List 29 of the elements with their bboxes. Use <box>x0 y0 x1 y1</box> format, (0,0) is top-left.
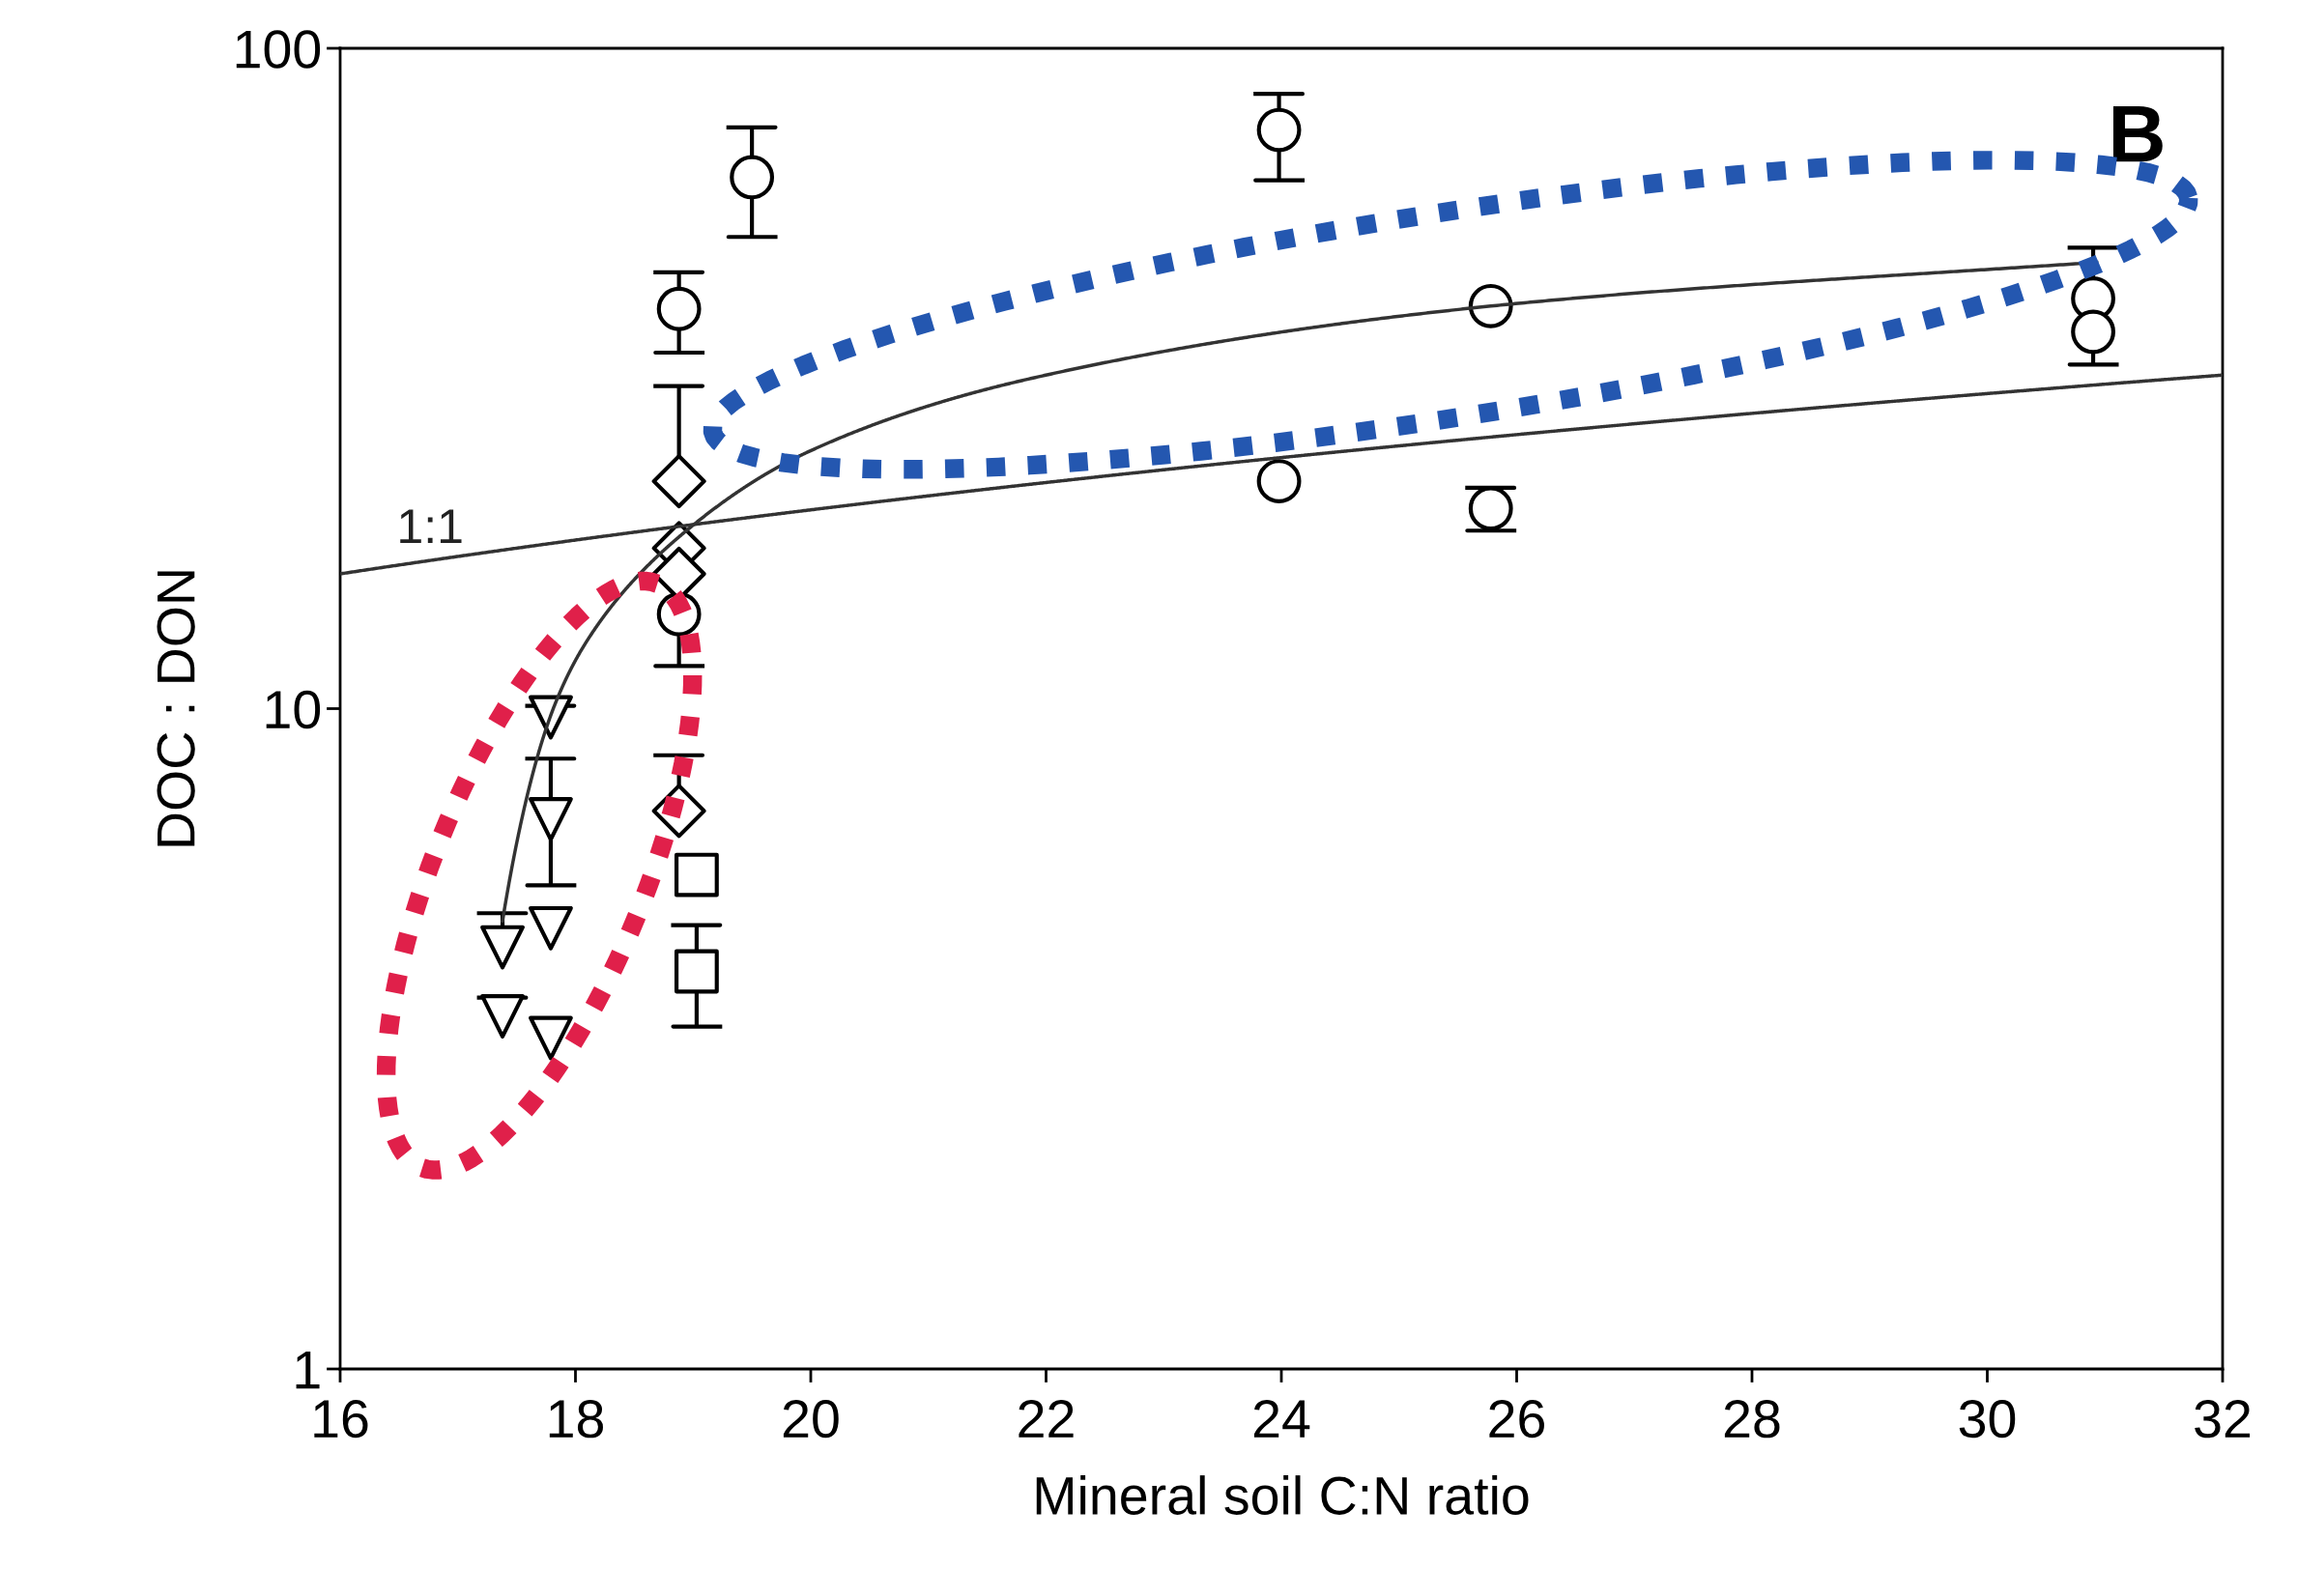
x-tick-label: 20 <box>783 1400 839 1439</box>
y-axis-title: DOC : DON <box>157 571 195 846</box>
point <box>1256 107 1302 153</box>
x-tick-label: 24 <box>1253 1400 1310 1438</box>
point <box>651 454 706 509</box>
annotation: 1:1 <box>400 509 462 543</box>
x-tick-label: 22 <box>1019 1400 1074 1438</box>
x-tick-label: 28 <box>1724 1400 1780 1439</box>
x-tick-label: 30 <box>1959 1400 2016 1439</box>
point <box>529 1015 573 1061</box>
y-tick-label: 100 <box>236 30 321 69</box>
point <box>529 905 573 951</box>
x-tick-label: 32 <box>2195 1400 2251 1439</box>
point <box>2071 309 2115 355</box>
point <box>1256 459 1302 504</box>
x-tick-label: 18 <box>549 1400 603 1439</box>
y-tick-label: 10 <box>266 690 321 729</box>
point <box>529 797 573 841</box>
point <box>656 286 702 331</box>
point <box>674 852 719 898</box>
point <box>674 949 719 994</box>
point <box>730 155 775 200</box>
x-tick-label: 16 <box>314 1400 368 1439</box>
annotation: B <box>2112 105 2163 162</box>
point <box>480 925 525 970</box>
x-tick-label: 26 <box>1489 1400 1544 1439</box>
x-axis-title: Mineral soil C:N ratio <box>1036 1475 1529 1515</box>
point <box>480 994 525 1039</box>
y-tick-label: 1 <box>296 1351 320 1389</box>
